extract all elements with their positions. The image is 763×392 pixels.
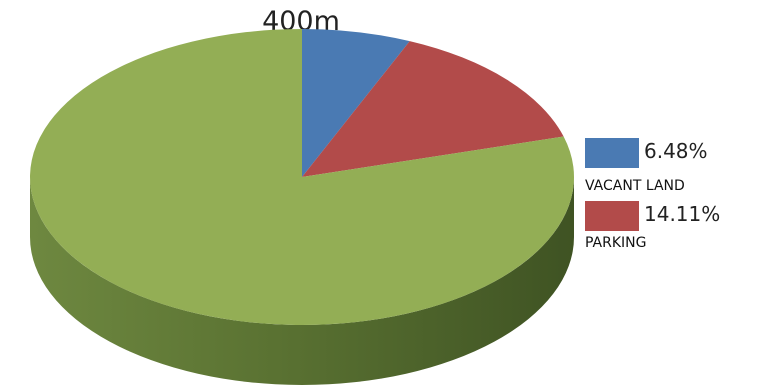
legend-swatch-vacant-land	[585, 138, 639, 168]
legend-swatch-parking	[585, 201, 639, 231]
legend-value-parking: 14.11%	[644, 202, 720, 226]
legend-value-vacant-land: 6.48%	[644, 139, 708, 163]
legend-label-parking: PARKING	[585, 235, 646, 251]
legend-label-vacant-land: VACANT LAND	[585, 178, 685, 194]
pie-top-group	[30, 29, 574, 325]
